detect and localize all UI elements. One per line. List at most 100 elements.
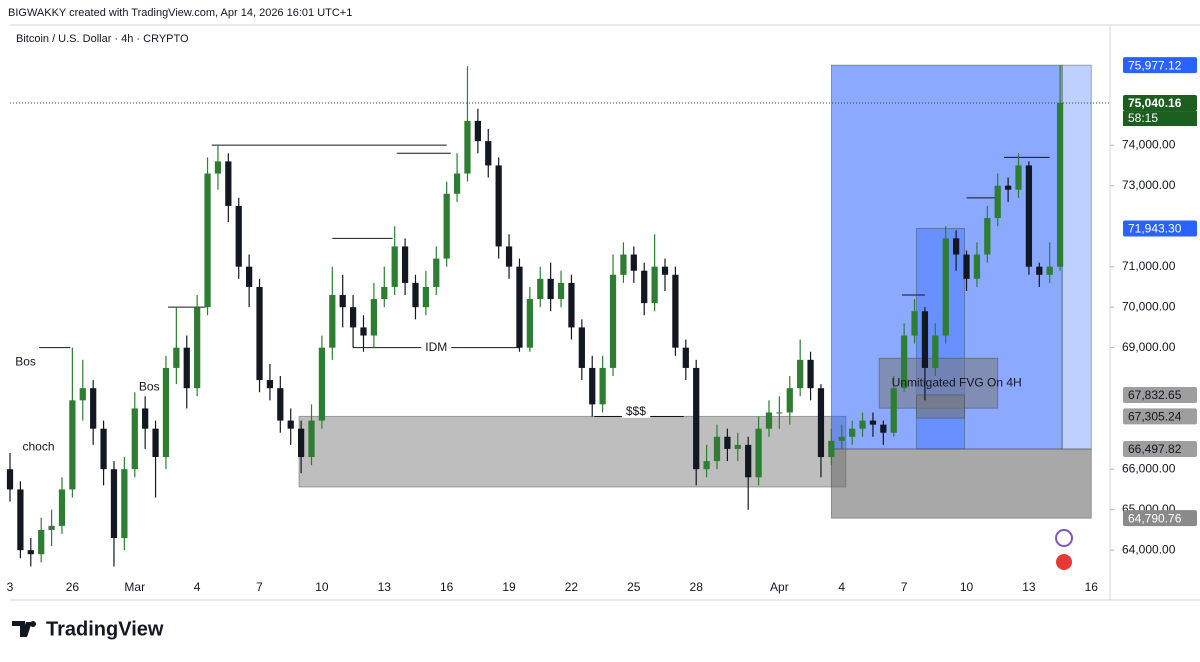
candle-body <box>672 274 679 348</box>
candle-body <box>786 388 793 413</box>
candle-body <box>277 388 284 421</box>
logo-icon <box>12 621 32 637</box>
candle-body <box>953 238 960 255</box>
candle-body <box>599 367 606 405</box>
annotation-bg <box>421 339 452 354</box>
candle-body <box>287 420 294 429</box>
candle-body <box>339 295 346 308</box>
candle-body <box>204 173 211 308</box>
candle-body <box>194 307 201 389</box>
candle-body <box>90 388 97 429</box>
price-tag <box>1123 408 1197 425</box>
candle-body <box>401 246 409 283</box>
annotation: IDM <box>425 340 447 354</box>
candle-body <box>807 359 814 389</box>
candle-body <box>682 347 689 368</box>
candle-body <box>1046 266 1053 275</box>
zone <box>830 448 1092 519</box>
candle-body <box>849 428 856 437</box>
candle-body <box>142 408 149 429</box>
annotation-bg <box>621 403 651 418</box>
x-tick-label: 16 <box>1085 580 1099 594</box>
candle-body <box>1004 185 1012 190</box>
candle-body <box>443 193 450 259</box>
candle-body <box>932 335 939 368</box>
candle-body <box>318 347 326 421</box>
candle-body <box>505 246 513 267</box>
y-tick-label: 64,000.00 <box>1122 542 1176 556</box>
candle-body <box>381 286 388 300</box>
candle-body <box>225 161 232 206</box>
candle-body <box>152 428 159 458</box>
candle-body <box>69 400 76 490</box>
annotation: Unmitigated FVG On 4H <box>892 375 1022 389</box>
candle-body <box>391 246 398 287</box>
candle-body <box>630 254 637 271</box>
x-tick-label: 10 <box>960 580 974 594</box>
candle-body <box>817 388 825 458</box>
zone <box>1061 64 1092 450</box>
candle-body <box>360 327 367 336</box>
annotation: Bos <box>139 379 160 393</box>
candle-body <box>828 440 835 458</box>
icon-flag[interactable] <box>1056 554 1072 570</box>
candle-body <box>100 428 107 470</box>
x-tick-label: 7 <box>256 580 263 594</box>
price-tag-label: 71,943.30 <box>1128 222 1182 236</box>
annotation: choch <box>22 439 54 453</box>
candle-body <box>963 254 970 279</box>
zone <box>916 394 965 419</box>
candle-body <box>901 335 908 389</box>
candle-body <box>110 469 118 539</box>
candle-body <box>745 444 752 478</box>
candle-body <box>38 529 45 555</box>
candle-body <box>724 436 731 449</box>
candle-body <box>1056 103 1064 267</box>
candle-body <box>578 327 585 368</box>
price-tag <box>1123 57 1197 74</box>
candle-body <box>921 311 929 368</box>
candle-body <box>537 278 544 300</box>
candle-body <box>131 408 138 470</box>
y-tick-label: 70,000.00 <box>1122 299 1176 313</box>
candle-body <box>609 274 617 368</box>
y-tick-label: 66,000.00 <box>1122 461 1176 475</box>
candle-body <box>1025 165 1033 267</box>
annotation: Bos <box>15 354 36 368</box>
icon-assistant[interactable] <box>1055 529 1073 547</box>
candle-body <box>641 270 648 304</box>
candle-body <box>58 489 66 526</box>
candle-body <box>859 420 866 429</box>
candle-body <box>297 428 305 458</box>
candle-body <box>526 299 533 348</box>
x-tick-label: 4 <box>838 580 845 594</box>
candle-body <box>869 420 877 425</box>
x-tick-label: 19 <box>502 580 516 594</box>
candle-body <box>620 254 627 275</box>
candle-body <box>79 388 86 401</box>
candle-body <box>183 347 190 389</box>
price-tag <box>1123 95 1197 112</box>
x-tick-label: 10 <box>315 580 329 594</box>
logo-dot <box>30 621 36 627</box>
x-tick-label: 13 <box>378 580 392 594</box>
candle-body <box>173 347 180 368</box>
candle-body <box>474 120 481 142</box>
candle-body <box>765 412 773 429</box>
logo: TradingView <box>12 618 164 640</box>
x-tick-label: 7 <box>901 580 908 594</box>
candle-body <box>557 282 565 300</box>
x-tick-label: 25 <box>627 580 641 594</box>
candle-body <box>453 173 461 194</box>
candle-body <box>713 436 721 462</box>
candle-body <box>776 412 783 414</box>
countdown: 58:15 <box>1128 111 1158 125</box>
candle-body <box>568 282 575 328</box>
candle-body <box>246 266 253 287</box>
candle-body <box>942 238 949 336</box>
candle-body <box>703 461 710 470</box>
candle-body <box>256 286 263 381</box>
price-axis: 64,000.0065,000.0066,000.0069,000.0070,0… <box>1110 57 1197 556</box>
annotation: $$$ <box>626 404 646 418</box>
